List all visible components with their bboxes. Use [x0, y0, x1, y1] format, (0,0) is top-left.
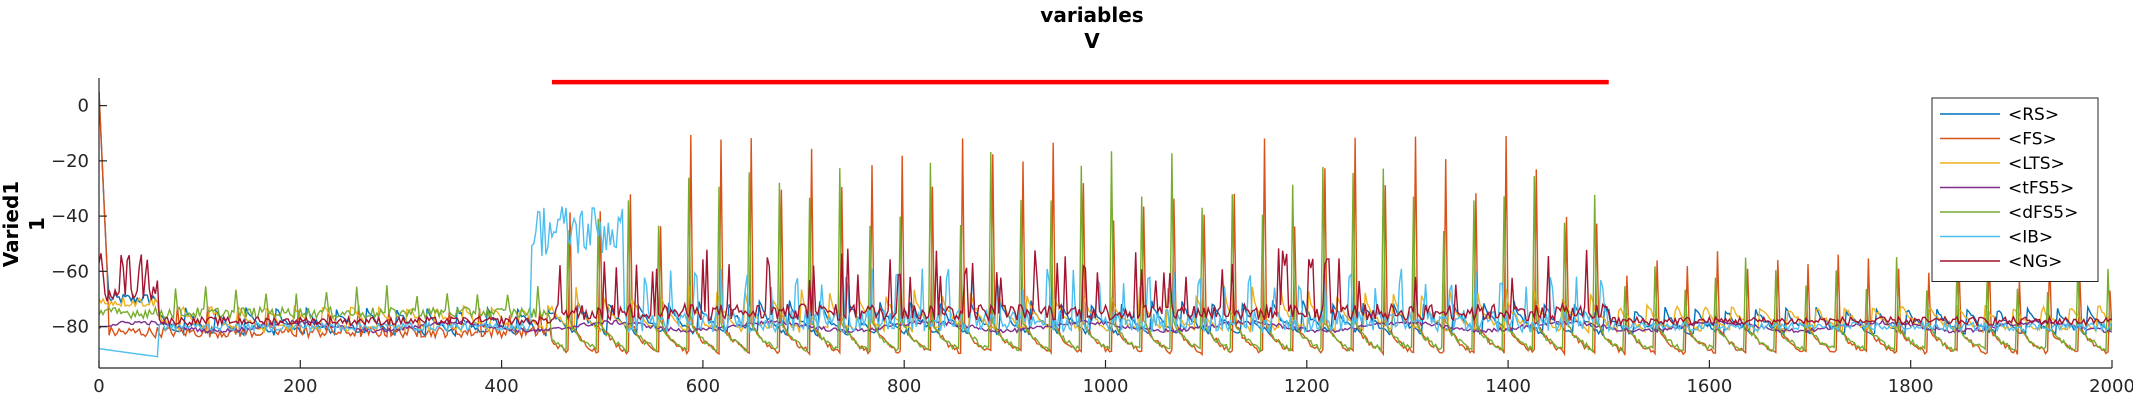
x-tick-label: 1800	[1888, 376, 1934, 397]
y-tick-label: −80	[51, 317, 89, 338]
series-line-ib	[99, 206, 2112, 358]
y-axis-label-line2: 1	[25, 217, 49, 231]
series-line-rs	[99, 91, 2112, 339]
x-tick-label: 1200	[1284, 376, 1330, 397]
y-tick-label: 0	[78, 96, 89, 117]
series-line-dfs5	[99, 151, 2112, 354]
chart-title: variables	[1040, 3, 1143, 27]
x-tick-label: 600	[686, 376, 720, 397]
y-tick-label: −60	[51, 261, 89, 282]
x-tick-label: 200	[283, 376, 317, 397]
axes: 0 200 400 600 800 1000 1200 1400 1600 1800 2000 −80…	[51, 78, 2133, 397]
legend-label: <FS>	[2008, 130, 2057, 150]
series-line-ng	[99, 248, 2112, 328]
legend-box	[1931, 97, 2099, 282]
x-tick-label: 0	[93, 376, 104, 397]
x-tick-label: 800	[887, 376, 921, 397]
x-tick-label: 1600	[1686, 376, 1732, 397]
y-tick-label: −40	[51, 206, 89, 227]
x-tick-label: 2000	[2089, 376, 2133, 397]
chart-subtitle: V	[1084, 29, 1100, 53]
plot-area	[99, 79, 2112, 358]
x-tick-label: 1400	[1485, 376, 1531, 397]
y-axis-label: Varied1	[0, 181, 23, 267]
legend-label: <RS>	[2008, 105, 2059, 125]
legend: <RS> <FS> <LTS> <tFS5> <dFS5> <IB> <NG>	[1931, 97, 2099, 282]
series-line-tfs5	[99, 319, 2112, 334]
legend-label: <IB>	[2008, 228, 2053, 248]
x-tick-label: 1000	[1083, 376, 1129, 397]
x-tick-label: 400	[484, 376, 518, 397]
y-tick-label: −20	[51, 151, 89, 172]
legend-label: <LTS>	[2008, 154, 2065, 174]
legend-label: <dFS5>	[2008, 203, 2078, 223]
legend-label: <tFS5>	[2008, 179, 2074, 199]
legend-label: <NG>	[2008, 252, 2062, 272]
